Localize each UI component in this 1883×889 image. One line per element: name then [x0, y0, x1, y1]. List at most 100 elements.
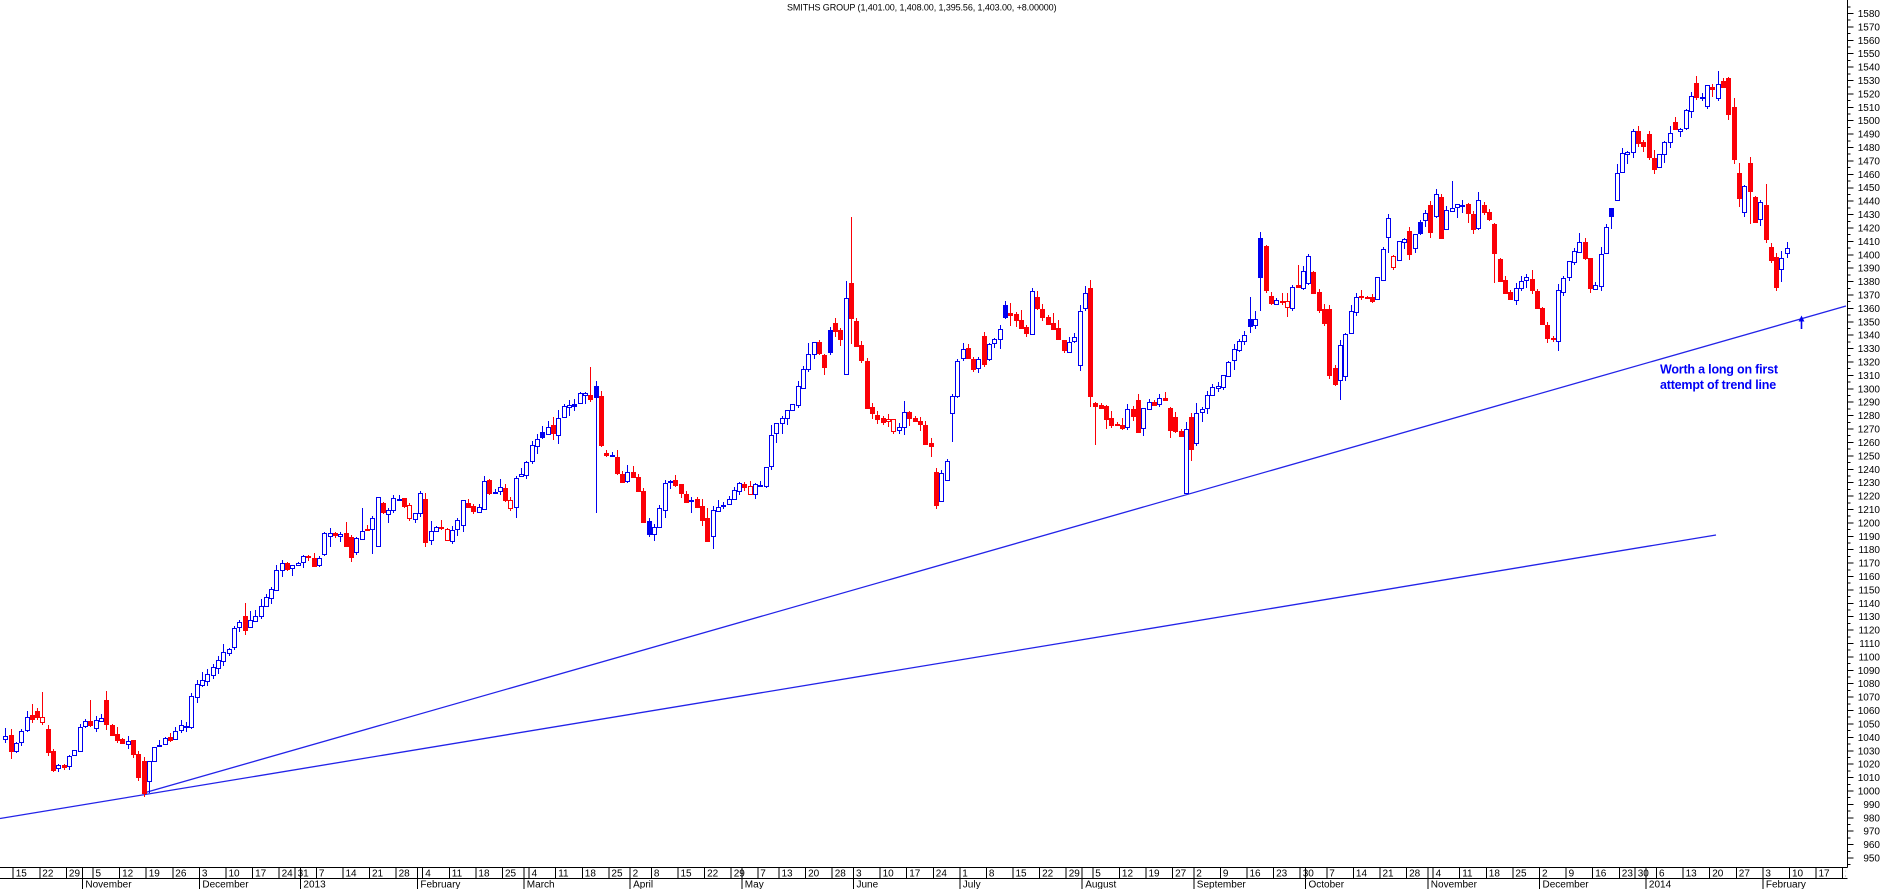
- svg-text:31: 31: [298, 869, 310, 880]
- svg-text:19: 19: [149, 869, 161, 880]
- svg-text:Worth a long on first: Worth a long on first: [1660, 363, 1779, 377]
- svg-text:1550: 1550: [1858, 49, 1881, 60]
- svg-text:1370: 1370: [1858, 291, 1881, 302]
- svg-text:November: November: [1431, 880, 1478, 889]
- svg-text:27: 27: [1739, 869, 1751, 880]
- svg-text:12: 12: [122, 869, 134, 880]
- svg-text:19: 19: [1149, 869, 1161, 880]
- svg-text:13: 13: [782, 869, 794, 880]
- svg-text:18: 18: [585, 869, 597, 880]
- svg-text:1500: 1500: [1858, 116, 1881, 127]
- svg-text:1320: 1320: [1858, 358, 1881, 369]
- svg-text:1520: 1520: [1858, 89, 1881, 100]
- svg-text:20: 20: [808, 869, 820, 880]
- svg-text:23: 23: [1276, 869, 1288, 880]
- svg-text:1340: 1340: [1858, 331, 1881, 342]
- svg-text:July: July: [963, 880, 981, 889]
- svg-text:March: March: [527, 880, 555, 889]
- svg-text:25: 25: [1515, 869, 1527, 880]
- svg-text:29: 29: [734, 869, 746, 880]
- svg-text:1160: 1160: [1858, 572, 1880, 583]
- svg-text:1140: 1140: [1858, 599, 1880, 610]
- svg-text:18: 18: [1489, 869, 1501, 880]
- svg-text:December: December: [202, 880, 249, 889]
- svg-text:2013: 2013: [303, 880, 326, 889]
- svg-text:May: May: [745, 880, 764, 889]
- svg-text:2014: 2014: [1649, 880, 1672, 889]
- svg-text:1350: 1350: [1858, 317, 1881, 328]
- svg-text:1390: 1390: [1858, 264, 1881, 275]
- svg-text:5: 5: [1095, 869, 1101, 880]
- svg-text:3: 3: [202, 869, 208, 880]
- svg-text:12: 12: [1122, 869, 1134, 880]
- svg-text:22: 22: [42, 869, 54, 880]
- svg-text:6: 6: [1659, 869, 1665, 880]
- svg-text:April: April: [633, 880, 653, 889]
- svg-text:1330: 1330: [1858, 344, 1881, 355]
- svg-text:29: 29: [1069, 869, 1081, 880]
- svg-text:1090: 1090: [1858, 666, 1881, 677]
- svg-text:14: 14: [346, 869, 358, 880]
- svg-text:1380: 1380: [1858, 277, 1881, 288]
- svg-text:1440: 1440: [1858, 197, 1881, 208]
- svg-text:5: 5: [96, 869, 102, 880]
- svg-text:1420: 1420: [1858, 224, 1881, 235]
- svg-text:1030: 1030: [1858, 746, 1881, 757]
- svg-text:1400: 1400: [1858, 250, 1881, 261]
- svg-text:1220: 1220: [1858, 492, 1881, 503]
- svg-text:3: 3: [1765, 869, 1771, 880]
- svg-text:23: 23: [1622, 869, 1634, 880]
- svg-text:26: 26: [175, 869, 187, 880]
- svg-text:24: 24: [1845, 869, 1857, 880]
- svg-text:1460: 1460: [1858, 170, 1881, 181]
- svg-text:15: 15: [681, 869, 693, 880]
- svg-text:1110: 1110: [1859, 639, 1880, 650]
- svg-text:1280: 1280: [1858, 411, 1881, 422]
- svg-text:990: 990: [1863, 800, 1880, 811]
- svg-text:25: 25: [505, 869, 517, 880]
- svg-text:1470: 1470: [1858, 156, 1881, 167]
- svg-text:SMITHS GROUP (1,401.00, 1,408.: SMITHS GROUP (1,401.00, 1,408.00, 1,395.…: [787, 3, 1057, 13]
- svg-text:3: 3: [856, 869, 862, 880]
- svg-text:1010: 1010: [1858, 773, 1881, 784]
- svg-text:1290: 1290: [1858, 398, 1881, 409]
- svg-text:2: 2: [1196, 869, 1202, 880]
- svg-text:1240: 1240: [1858, 465, 1881, 476]
- svg-text:February: February: [1766, 880, 1806, 889]
- svg-text:7: 7: [760, 869, 766, 880]
- svg-text:1270: 1270: [1858, 425, 1881, 436]
- svg-text:1580: 1580: [1858, 9, 1881, 20]
- svg-text:1170: 1170: [1858, 559, 1880, 570]
- svg-text:17: 17: [255, 869, 267, 880]
- svg-text:1: 1: [962, 869, 968, 880]
- svg-text:11: 11: [558, 869, 569, 880]
- svg-text:1410: 1410: [1858, 237, 1881, 248]
- svg-text:24: 24: [936, 869, 948, 880]
- svg-text:December: December: [1543, 880, 1590, 889]
- svg-text:1530: 1530: [1858, 76, 1881, 87]
- svg-text:21: 21: [1383, 869, 1395, 880]
- svg-text:8: 8: [989, 869, 995, 880]
- svg-text:1130: 1130: [1858, 612, 1880, 623]
- svg-text:1430: 1430: [1858, 210, 1881, 221]
- svg-text:June: June: [857, 880, 879, 889]
- svg-text:21: 21: [372, 869, 384, 880]
- svg-text:30: 30: [1638, 869, 1650, 880]
- svg-text:16: 16: [1595, 869, 1607, 880]
- svg-text:1190: 1190: [1858, 532, 1880, 543]
- svg-text:2: 2: [1542, 869, 1548, 880]
- svg-text:4: 4: [532, 869, 538, 880]
- svg-text:1450: 1450: [1858, 183, 1881, 194]
- svg-text:9: 9: [1223, 869, 1229, 880]
- svg-text:7: 7: [1329, 869, 1335, 880]
- svg-text:24: 24: [282, 869, 294, 880]
- svg-text:28: 28: [399, 869, 411, 880]
- svg-text:1490: 1490: [1858, 130, 1881, 141]
- svg-text:1360: 1360: [1858, 304, 1881, 315]
- svg-text:1050: 1050: [1858, 720, 1881, 731]
- svg-text:2: 2: [633, 869, 639, 880]
- svg-text:1260: 1260: [1858, 438, 1881, 449]
- svg-text:1480: 1480: [1858, 143, 1881, 154]
- svg-text:18: 18: [478, 869, 490, 880]
- svg-text:30: 30: [1303, 869, 1315, 880]
